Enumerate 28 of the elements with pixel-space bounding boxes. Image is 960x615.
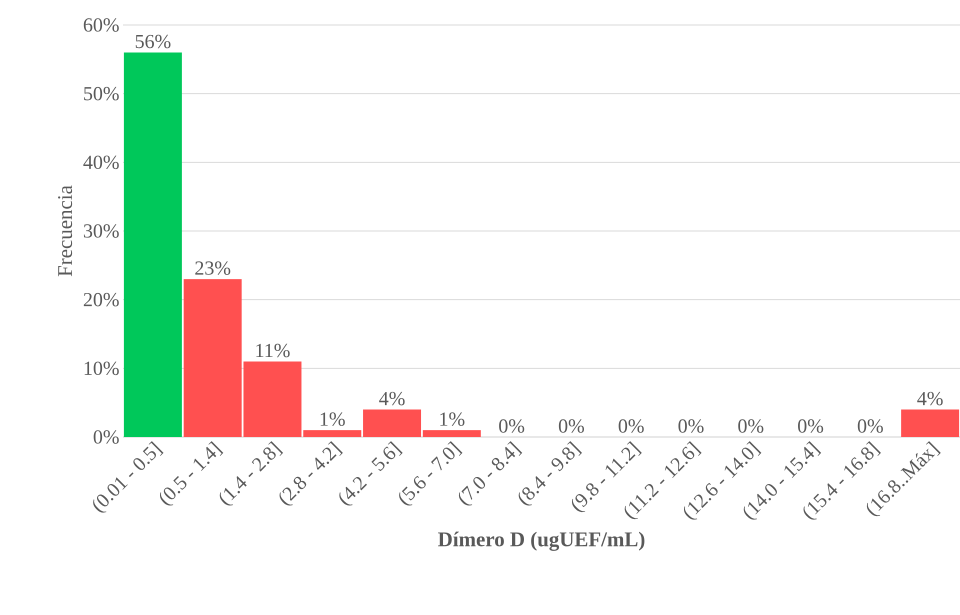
y-tick-label: 20% bbox=[84, 292, 119, 306]
x-axis-title: Dímero D (ugUEF/mL) bbox=[438, 532, 644, 551]
data-label: 23% bbox=[195, 261, 230, 275]
y-tick-label: 10% bbox=[84, 362, 119, 376]
data-label: 1% bbox=[320, 412, 345, 426]
y-tick-label: 40% bbox=[83, 156, 119, 170]
data-label: 0% bbox=[499, 419, 524, 433]
data-label: 0% bbox=[618, 419, 644, 433]
bar bbox=[422, 430, 481, 437]
data-label: 56% bbox=[136, 34, 170, 48]
data-label: 1% bbox=[440, 412, 464, 426]
bar bbox=[901, 410, 960, 437]
data-label: 0% bbox=[798, 419, 824, 433]
data-label: 4% bbox=[379, 392, 405, 406]
y-tick-label: 30% bbox=[84, 224, 119, 238]
y-tick-label: 50% bbox=[84, 86, 119, 100]
data-label: 0% bbox=[858, 419, 883, 433]
data-label: 0% bbox=[678, 419, 704, 433]
bar bbox=[184, 279, 242, 437]
y-tick-label: 0% bbox=[94, 430, 119, 444]
y-axis-title: Frecuencia bbox=[58, 185, 72, 276]
data-label: 0% bbox=[558, 419, 584, 433]
data-label: 11% bbox=[256, 344, 290, 358]
bar bbox=[243, 361, 302, 437]
bar bbox=[124, 52, 182, 437]
data-label: 0% bbox=[738, 419, 764, 433]
data-label: 4% bbox=[917, 392, 943, 406]
y-tick-label: 60% bbox=[84, 18, 119, 32]
